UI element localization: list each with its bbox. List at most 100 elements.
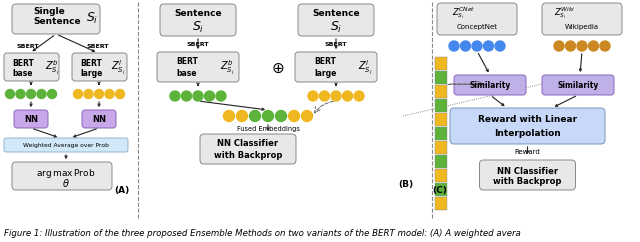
Text: Reward: Reward [515, 149, 540, 155]
Circle shape [275, 111, 287, 121]
Text: Weighted Average over Prob: Weighted Average over Prob [23, 143, 109, 148]
FancyBboxPatch shape [479, 160, 575, 190]
Bar [435, 71, 447, 84]
Text: BERT: BERT [314, 58, 336, 67]
Text: $Z^l_{S_i}$: $Z^l_{S_i}$ [358, 59, 372, 77]
Text: Wikipedia: Wikipedia [565, 24, 599, 30]
Text: SBERT: SBERT [324, 41, 348, 46]
Circle shape [342, 91, 353, 101]
FancyBboxPatch shape [160, 4, 236, 36]
Circle shape [74, 90, 83, 98]
FancyBboxPatch shape [542, 75, 614, 95]
Bar [435, 113, 447, 126]
Text: Interpolation: Interpolation [494, 129, 561, 137]
Circle shape [331, 91, 341, 101]
Circle shape [216, 91, 226, 101]
Text: $Z^{Wiki}_{S_i}$: $Z^{Wiki}_{S_i}$ [554, 5, 575, 21]
FancyBboxPatch shape [295, 52, 377, 82]
Text: BERT: BERT [80, 59, 102, 68]
Bar [435, 57, 447, 70]
FancyBboxPatch shape [82, 110, 116, 128]
Text: $S_i$: $S_i$ [86, 10, 98, 26]
Text: BERT: BERT [176, 58, 198, 67]
Text: $Z^l_{S_i}$: $Z^l_{S_i}$ [111, 59, 125, 77]
Text: SBERT: SBERT [17, 44, 39, 48]
Text: Single: Single [33, 8, 65, 16]
Text: NN: NN [24, 114, 38, 123]
FancyBboxPatch shape [4, 53, 59, 81]
FancyBboxPatch shape [12, 162, 112, 190]
Text: BERT: BERT [12, 59, 34, 68]
Text: with Backprop: with Backprop [214, 151, 282, 160]
Text: $S_i$: $S_i$ [192, 19, 204, 35]
Circle shape [16, 90, 25, 98]
Circle shape [250, 111, 260, 121]
Text: base: base [12, 68, 33, 77]
Circle shape [193, 91, 203, 101]
Text: base: base [176, 68, 196, 77]
Text: $\oplus$: $\oplus$ [271, 60, 285, 76]
Text: with Backprop: with Backprop [493, 177, 562, 187]
FancyBboxPatch shape [157, 52, 239, 82]
Circle shape [461, 41, 470, 51]
Circle shape [26, 90, 35, 98]
Text: SBERT: SBERT [187, 41, 209, 46]
Text: $Z^b_{S_i}$: $Z^b_{S_i}$ [45, 59, 60, 77]
Circle shape [205, 91, 214, 101]
Text: SBERT: SBERT [87, 44, 109, 48]
Bar [435, 141, 447, 154]
Bar [435, 85, 447, 98]
Text: NN Classifier: NN Classifier [497, 166, 558, 175]
FancyBboxPatch shape [437, 3, 517, 35]
Text: Similarity: Similarity [557, 81, 598, 90]
Bar [435, 99, 447, 112]
FancyBboxPatch shape [298, 4, 374, 36]
Text: Fused Embeddings: Fused Embeddings [237, 126, 300, 132]
Circle shape [301, 111, 312, 121]
Bar [435, 155, 447, 168]
Circle shape [589, 41, 598, 51]
Circle shape [577, 41, 587, 51]
Circle shape [472, 41, 482, 51]
Text: Sentence: Sentence [33, 17, 81, 27]
Text: (B): (B) [399, 181, 413, 189]
Circle shape [223, 111, 234, 121]
Text: Sentence: Sentence [174, 9, 222, 18]
Circle shape [182, 91, 191, 101]
Text: (A): (A) [115, 186, 130, 195]
Circle shape [449, 41, 459, 51]
Text: $S_i$: $S_i$ [330, 19, 342, 35]
Circle shape [115, 90, 125, 98]
Circle shape [237, 111, 248, 121]
Text: Sentence: Sentence [312, 9, 360, 18]
Text: $\arg\max\,\mathrm{Prob}$: $\arg\max\,\mathrm{Prob}$ [36, 166, 95, 180]
Circle shape [37, 90, 46, 98]
Bar [435, 169, 447, 182]
Text: $Z^b_{S_i}$: $Z^b_{S_i}$ [220, 59, 234, 77]
FancyBboxPatch shape [14, 110, 48, 128]
Text: (C): (C) [433, 186, 447, 195]
Circle shape [495, 41, 505, 51]
Circle shape [354, 91, 364, 101]
FancyBboxPatch shape [12, 4, 100, 34]
Circle shape [566, 41, 575, 51]
Circle shape [289, 111, 300, 121]
Circle shape [483, 41, 493, 51]
FancyBboxPatch shape [542, 3, 622, 35]
Circle shape [170, 91, 180, 101]
Text: Reward with Linear: Reward with Linear [478, 115, 577, 124]
Text: large: large [80, 68, 102, 77]
Circle shape [262, 111, 273, 121]
Circle shape [319, 91, 330, 101]
Bar [435, 197, 447, 210]
Circle shape [308, 91, 318, 101]
Circle shape [6, 90, 15, 98]
Circle shape [95, 90, 104, 98]
Circle shape [105, 90, 114, 98]
Text: $\theta$: $\theta$ [62, 177, 70, 189]
Text: $Z^{CNet}_{S_i}$: $Z^{CNet}_{S_i}$ [452, 5, 475, 21]
FancyBboxPatch shape [72, 53, 127, 81]
Circle shape [600, 41, 610, 51]
FancyBboxPatch shape [200, 134, 296, 164]
FancyBboxPatch shape [4, 138, 128, 152]
